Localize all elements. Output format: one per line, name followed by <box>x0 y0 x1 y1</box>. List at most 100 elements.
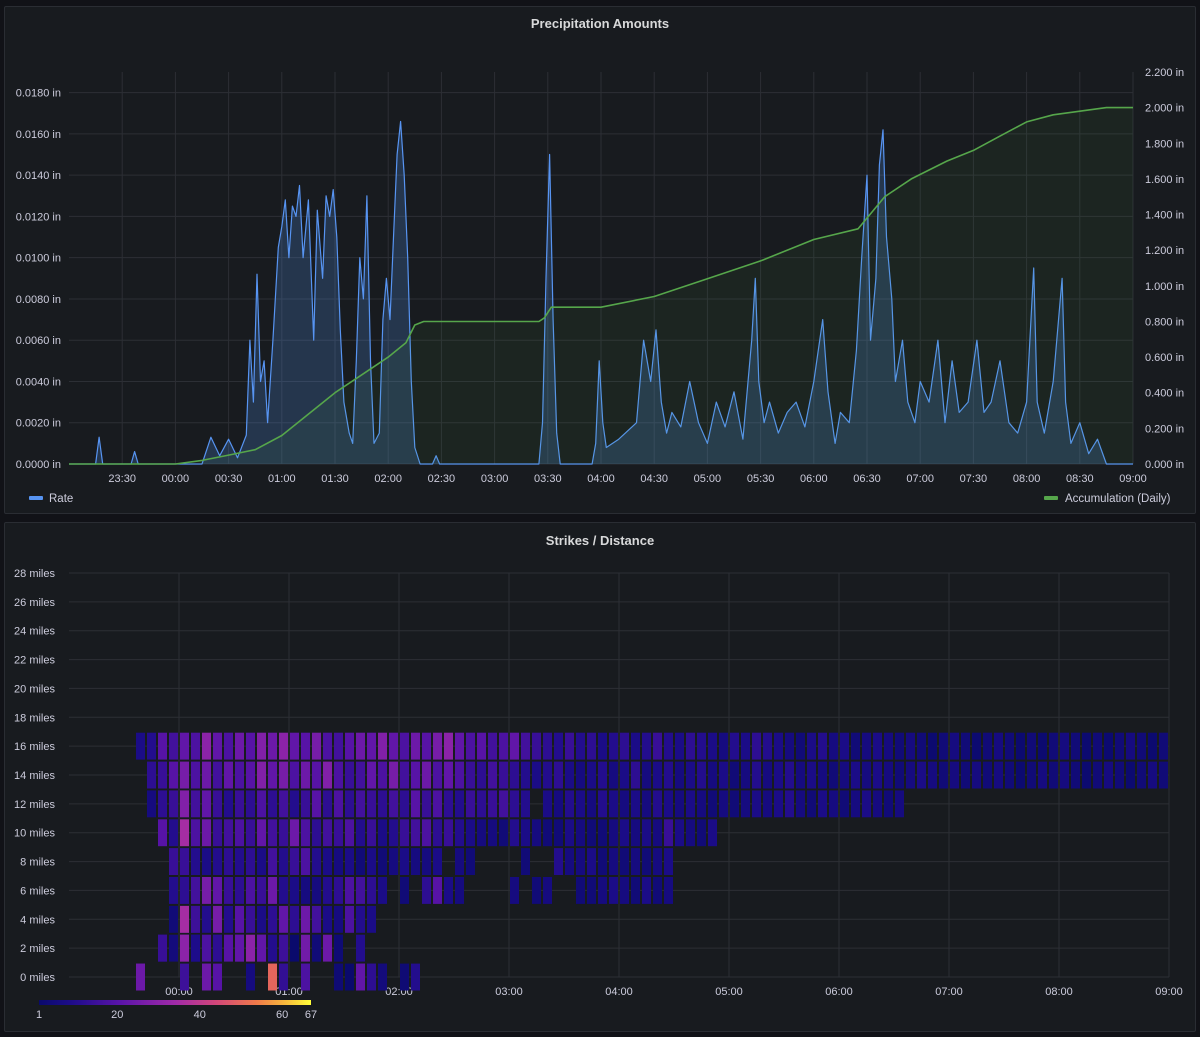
y-tick-label: 20 miles <box>14 683 55 695</box>
heatmap-cell <box>587 790 596 818</box>
y-left-tick-label: 0.0120 in <box>16 211 61 223</box>
heatmap-cell <box>466 790 475 818</box>
heatmap-cell <box>433 848 442 875</box>
heatmap-cell <box>840 761 849 789</box>
heatmap-cell <box>169 761 178 789</box>
heatmap-cell <box>631 819 640 847</box>
rate-series-area <box>69 121 1133 464</box>
heatmap-cell <box>961 761 970 789</box>
heatmap-cell <box>312 848 321 875</box>
heatmap-cells <box>136 732 1168 991</box>
heatmap-cell <box>587 761 596 789</box>
y-left-tick-label: 0.0080 in <box>16 294 61 306</box>
x-tick-label: 08:00 <box>1013 473 1041 485</box>
heatmap-cell <box>356 877 365 904</box>
x-tick-label: 09:00 <box>1155 986 1183 998</box>
heatmap-cell <box>279 877 288 904</box>
heatmap-cell <box>631 732 640 760</box>
heatmap-cell <box>169 819 178 847</box>
heatmap-cell <box>895 790 904 818</box>
heatmap-cell <box>895 732 904 760</box>
color-scale-tick-label: 20 <box>111 1009 123 1021</box>
panel-title: Precipitation Amounts <box>530 16 670 31</box>
heatmap-cell <box>1159 732 1168 760</box>
heatmap-cell <box>521 848 530 875</box>
heatmap-cell <box>587 732 596 760</box>
heatmap-cell <box>1115 732 1124 760</box>
heatmap-cell <box>840 732 849 760</box>
x-tick-label: 00:00 <box>162 473 190 485</box>
legend-label-rate: Rate <box>49 493 73 505</box>
heatmap-cell <box>1060 761 1069 789</box>
y-tick-label: 18 miles <box>14 712 55 724</box>
heatmap-cell <box>741 761 750 789</box>
heatmap-cell <box>202 934 211 962</box>
heatmap-cell <box>224 732 233 760</box>
heatmap-cell <box>510 790 519 818</box>
heatmap-cell <box>642 848 651 875</box>
heatmap-cell <box>609 848 618 875</box>
heatmap-cell <box>411 848 420 875</box>
y-tick-label: 0 miles <box>20 972 55 984</box>
heatmap-cell <box>147 732 156 760</box>
heatmap-cell <box>873 761 882 789</box>
heatmap-cell <box>455 877 464 904</box>
heatmap-cell <box>213 963 222 991</box>
heatmap-cell <box>510 819 519 847</box>
heatmap-cell <box>532 819 541 847</box>
heatmap-cell <box>1016 761 1025 789</box>
heatmap-cell <box>653 819 662 847</box>
heatmap-cell <box>906 761 915 789</box>
heatmap-cell <box>642 877 651 904</box>
x-tick-label: 04:00 <box>605 986 633 998</box>
heatmap-cell <box>455 761 464 789</box>
heatmap-cell <box>312 732 321 760</box>
heatmap-cell <box>301 761 310 789</box>
heatmap-cell <box>180 732 189 760</box>
heatmap-cell <box>477 761 486 789</box>
heatmap-cell <box>213 905 222 933</box>
heatmap-cell <box>191 732 200 760</box>
heatmap-cell <box>664 761 673 789</box>
heatmap-cell <box>1137 761 1146 789</box>
heatmap-cell <box>235 761 244 789</box>
heatmap-cell <box>455 819 464 847</box>
heatmap-cell <box>532 732 541 760</box>
heatmap-cell <box>224 761 233 789</box>
heatmap-cell <box>257 905 266 933</box>
heatmap-cell <box>411 963 420 991</box>
heatmap-cell <box>191 848 200 875</box>
heatmap-cell <box>246 905 255 933</box>
heatmap-cell <box>180 761 189 789</box>
heatmap-cell <box>598 732 607 760</box>
heatmap-cell <box>1038 761 1047 789</box>
heatmap-cell <box>499 790 508 818</box>
y-tick-label: 12 miles <box>14 799 55 811</box>
heatmap-cell <box>675 761 684 789</box>
heatmap-cell <box>620 790 629 818</box>
heatmap-cell <box>246 934 255 962</box>
heatmap-cell <box>598 790 607 818</box>
heatmap-cell <box>477 790 486 818</box>
heatmap-cell <box>433 732 442 760</box>
y-tick-label: 10 miles <box>14 828 55 840</box>
heatmap-cell <box>158 790 167 818</box>
heatmap-cell <box>862 732 871 760</box>
heatmap-cell <box>477 819 486 847</box>
heatmap-cell <box>972 732 981 760</box>
panel-title: Strikes / Distance <box>545 533 655 548</box>
heatmap-cell <box>576 877 585 904</box>
heatmap-cell <box>565 732 574 760</box>
y-right-tick-label: 0.400 in <box>1145 388 1184 400</box>
heatmap-cell <box>521 790 530 818</box>
heatmap-cell <box>246 761 255 789</box>
y-tick-label: 26 miles <box>14 597 55 609</box>
heatmap-cell <box>345 790 354 818</box>
heatmap-cell <box>268 790 277 818</box>
heatmap-cell <box>928 732 937 760</box>
heatmap-cell <box>279 790 288 818</box>
precipitation-panel: Precipitation Amounts 0.0000 in 0.0020 in… <box>4 6 1196 514</box>
heatmap-cell <box>191 877 200 904</box>
heatmap-cell <box>1027 761 1036 789</box>
heatmap-cell <box>290 905 299 933</box>
